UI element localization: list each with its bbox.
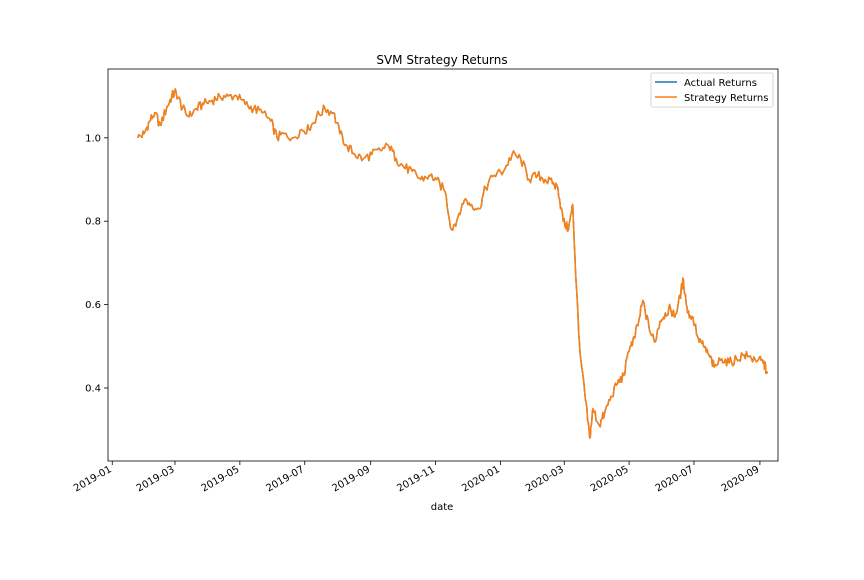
chart-title: SVM Strategy Returns bbox=[376, 53, 507, 67]
x-axis-label: date bbox=[431, 502, 454, 513]
y-tick-label: 0.8 bbox=[85, 217, 101, 228]
series-layer bbox=[137, 88, 769, 439]
y-tick-label: 0.6 bbox=[85, 300, 101, 311]
legend: Actual Returns Strategy Returns bbox=[650, 72, 774, 108]
y-tick-label: 0.4 bbox=[85, 384, 101, 395]
plot-frame bbox=[107, 68, 779, 462]
series-line-strategy-returns bbox=[137, 88, 769, 439]
legend-box bbox=[650, 72, 774, 108]
y-tick-label: 1.0 bbox=[85, 133, 101, 144]
legend-label-actual-returns: Actual Returns bbox=[684, 78, 757, 89]
legend-label-strategy-returns: Strategy Returns bbox=[684, 93, 768, 104]
